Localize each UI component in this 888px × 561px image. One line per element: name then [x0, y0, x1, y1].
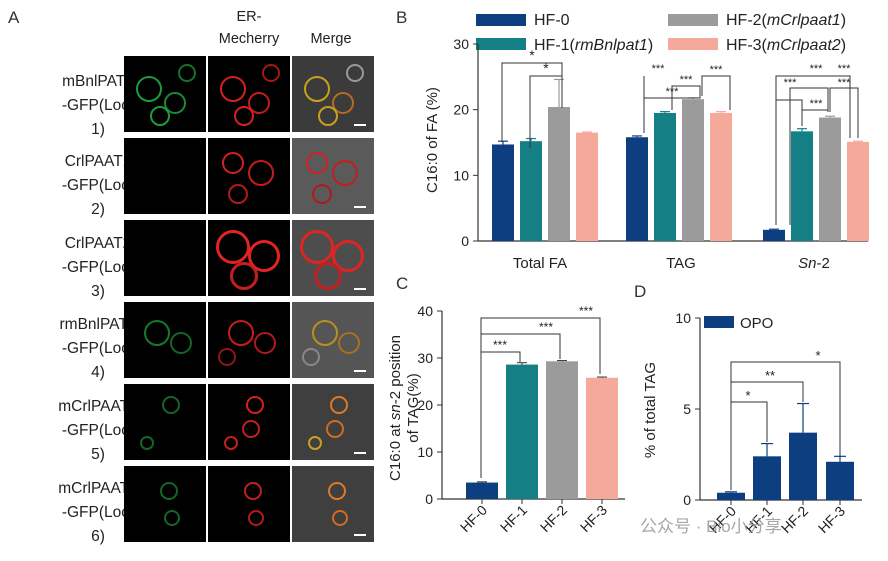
- row-label-line2: -GFP(Loc-4): [61, 340, 135, 381]
- micrograph-gfp-loc5: [124, 384, 206, 460]
- sig-star: *: [529, 47, 535, 63]
- micrograph-er-loc2: [208, 138, 290, 214]
- row-label-line1: mCrlPAAT1: [58, 398, 138, 415]
- panel-b-cat-label: Total FA: [513, 255, 567, 272]
- bar: [548, 107, 570, 241]
- micrograph-gfp-loc3: [124, 220, 206, 296]
- y-tick-label: 0: [461, 233, 469, 249]
- micrograph-er-loc6: [208, 466, 290, 542]
- micrograph-gfp-loc2: [124, 138, 206, 214]
- sig-star: ***: [680, 74, 694, 86]
- row-label-line1: CrlPAAT1: [64, 153, 132, 170]
- bar: [819, 117, 841, 241]
- y-tick-label: 30: [453, 36, 469, 52]
- sig-star: ***: [838, 77, 852, 89]
- row-label-line2: -GFP(Loc-2): [61, 177, 135, 218]
- bar: [763, 229, 785, 241]
- y-tick-label: 10: [453, 167, 469, 183]
- bar: [682, 99, 704, 241]
- row-label-line1: CrlPAAT2: [64, 235, 132, 252]
- panel-a-letter: A: [8, 8, 20, 27]
- micrograph-merge-loc4: [292, 302, 374, 378]
- sig-star: ***: [810, 63, 824, 75]
- bar: [710, 112, 732, 241]
- micrograph-er-loc4: [208, 302, 290, 378]
- watermark: 公众号 · Bio小分享: [640, 517, 782, 536]
- row-label-line1: rmBnlPAT1: [59, 316, 137, 333]
- sig-star: *: [543, 60, 549, 76]
- sig-star: ***: [710, 64, 724, 76]
- legend-label-hf0: HF-0: [534, 12, 570, 29]
- micrograph-er-loc5: [208, 384, 290, 460]
- panel-b-ylabel: C16:0 of FA (%): [424, 87, 441, 193]
- micrograph-gfp-loc1: [124, 56, 206, 132]
- row-label-line1: mCrlPAAT2: [58, 480, 138, 497]
- sig-star: ***: [810, 98, 824, 110]
- sig-star: ***: [784, 77, 798, 89]
- row-label-loc1: mBnlPAT1 -GFP(Loc-1): [58, 70, 138, 142]
- bar: [492, 144, 514, 241]
- row-label-line2: -GFP(Loc-6): [61, 504, 135, 545]
- merge-column-header: Merge: [310, 31, 352, 47]
- micrograph-merge-loc3: [292, 220, 374, 296]
- er-column-header: ER- Mecherry: [208, 6, 290, 50]
- bar: [576, 132, 598, 241]
- bar: [626, 137, 648, 241]
- legend-swatch-hf3: [668, 38, 718, 50]
- panel-b-letter: B: [396, 8, 408, 27]
- row-label-loc6: mCrlPAAT2 -GFP(Loc-6): [58, 477, 138, 549]
- panel-b-sig-brackets: [501, 62, 859, 225]
- micrograph-er-loc3: [208, 220, 290, 296]
- micrograph-gfp-loc4: [124, 302, 206, 378]
- micrograph-merge-loc6: [292, 466, 374, 542]
- row-label-line2: -GFP(Loc-3): [61, 259, 135, 300]
- micrograph-merge-loc1: [292, 56, 374, 132]
- row-label-line1: mBnlPAT1: [62, 73, 134, 90]
- er-header-line1: ER-: [236, 9, 262, 25]
- sig-star: ***: [838, 63, 852, 75]
- row-label-loc3: CrlPAAT2 -GFP(Loc-3): [58, 232, 138, 304]
- legend-swatch-hf1: [476, 38, 526, 50]
- sig-star: ***: [666, 86, 680, 98]
- micrograph-merge-loc5: [292, 384, 374, 460]
- panel-c-letter: C: [396, 274, 409, 293]
- row-label-line2: -GFP(Loc-5): [61, 422, 135, 463]
- legend-label-hf3: HF-3(mCrlpaat2): [726, 37, 846, 54]
- legend-swatch-hf0: [476, 14, 526, 26]
- micrograph-merge-loc2: [292, 138, 374, 214]
- panel-d-letter: D: [634, 282, 647, 301]
- bar: [520, 141, 542, 241]
- row-label-loc5: mCrlPAAT1 -GFP(Loc-5): [58, 395, 138, 467]
- bar: [847, 141, 869, 241]
- bar: [654, 112, 676, 241]
- micrograph-er-loc1: [208, 56, 290, 132]
- sig-star: ***: [652, 63, 666, 75]
- panel-b-cat-label: Sn-2: [798, 255, 830, 272]
- er-header-line2: Mecherry: [218, 31, 280, 47]
- legend-label-hf1: HF-1(rmBnlpat1): [534, 37, 653, 54]
- row-label-loc2: CrlPAAT1 -GFP(Loc-2): [58, 150, 138, 222]
- bar: [791, 131, 813, 241]
- row-label-loc4: rmBnlPAT1 -GFP(Loc-4): [58, 313, 138, 385]
- row-label-line2: -GFP(Loc-1): [61, 97, 135, 138]
- panel-b-cat-label: TAG: [666, 255, 696, 272]
- legend-swatch-hf2: [668, 14, 718, 26]
- micrograph-gfp-loc6: [124, 466, 206, 542]
- legend-label-hf2: HF-2(mCrlpaat1): [726, 12, 846, 29]
- y-tick-label: 20: [453, 102, 469, 118]
